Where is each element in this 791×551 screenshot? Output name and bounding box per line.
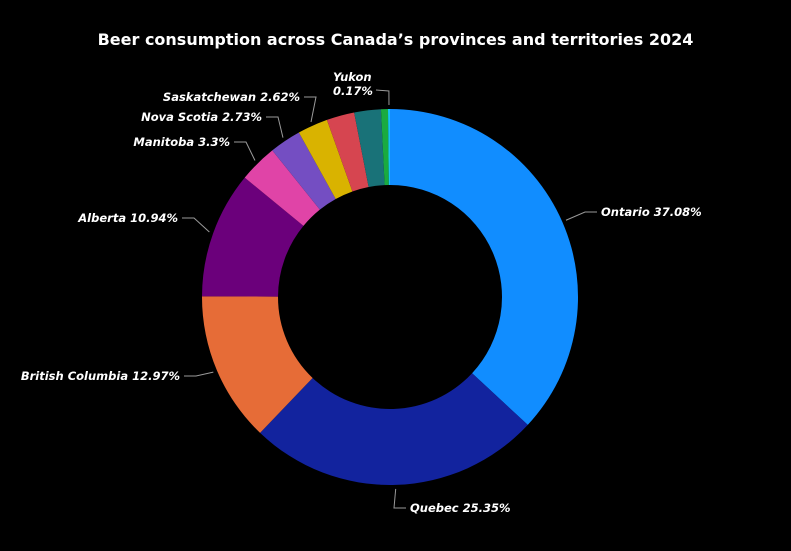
slice-alberta[interactable] (202, 177, 304, 297)
slice-label: Quebec 25.35% (410, 501, 511, 515)
slice-unlabeled-8[interactable] (354, 109, 385, 188)
slice-quebec[interactable] (260, 373, 528, 486)
slice-label: Manitoba 3.3% (133, 135, 230, 149)
leader-line (375, 89, 390, 106)
slice-label: Ontario 37.08% (601, 205, 702, 219)
leader-line (393, 488, 406, 509)
leader-line (304, 96, 317, 123)
slice-label: Nova Scotia 2.73% (141, 110, 262, 124)
slice-ontario[interactable] (390, 109, 578, 425)
chart-title: Beer consumption across Canada’s provinc… (97, 30, 694, 49)
slice-nova-scotia[interactable] (272, 132, 336, 210)
slice-manitoba[interactable] (244, 150, 320, 226)
slice-unlabeled-9[interactable] (380, 109, 389, 186)
slice-yukon[interactable] (388, 109, 390, 186)
leader-line (184, 371, 214, 377)
leader-line (266, 116, 284, 138)
slice-unlabeled-7[interactable] (326, 112, 369, 192)
slice-saskatchewan[interactable] (298, 119, 353, 200)
leader-line (565, 211, 597, 221)
slice-label: Saskatchewan 2.62% (163, 90, 300, 104)
slice-label: British Columbia 12.97% (21, 369, 180, 383)
leader-line (182, 217, 210, 233)
slice-british-columbia[interactable] (202, 296, 313, 433)
slice-label: Alberta 10.94% (77, 211, 178, 225)
leader-line (234, 141, 256, 161)
slice-label: Yukon 0.17% (333, 70, 373, 98)
